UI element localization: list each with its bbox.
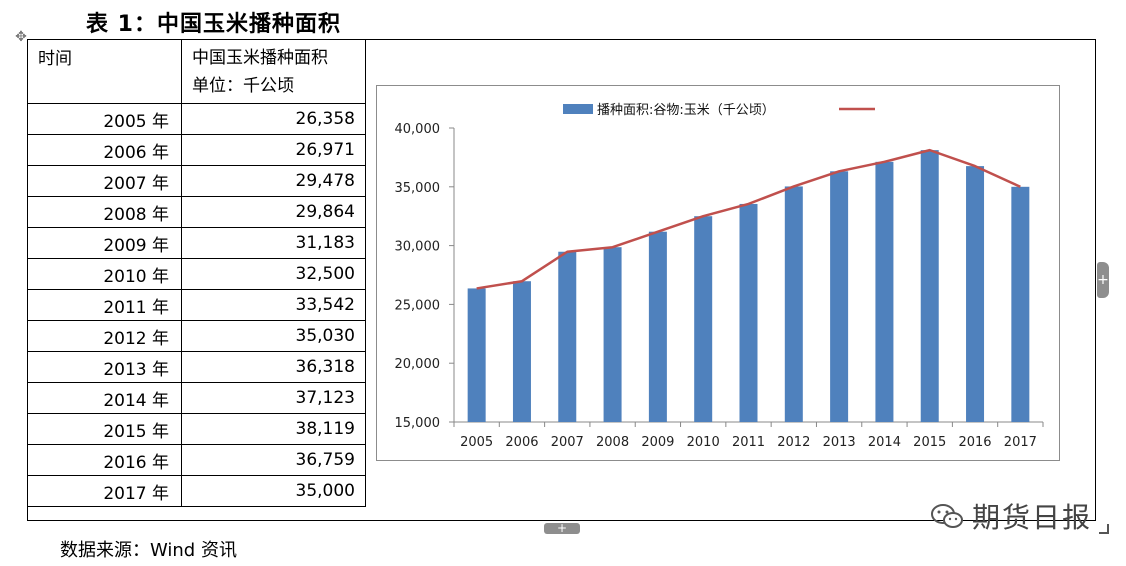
area-value-cell: 37,123	[181, 382, 366, 414]
table-row: 2011 年 33,542	[27, 289, 366, 321]
legend-label-bar: 播种面积:谷物:玉米（千公顷）	[597, 103, 775, 118]
x-tick-label: 2016	[958, 435, 991, 450]
x-tick-label: 2014	[868, 435, 901, 450]
table-extend-right-handle[interactable]: +	[1097, 262, 1109, 298]
header-area-unit: 单位：千公顷	[192, 76, 294, 96]
bar	[966, 166, 985, 422]
area-value-cell: 26,358	[181, 103, 366, 135]
watermark-text: 期货日报	[972, 501, 1093, 534]
year-cell: 2007 年	[27, 165, 182, 197]
x-tick-label: 2010	[687, 435, 720, 450]
y-tick-label: 15,000	[395, 416, 441, 431]
table-row: 2005 年 26,358	[27, 103, 366, 135]
table-row: 2017 年 35,000	[27, 475, 366, 507]
table-row: 2012 年 35,030	[27, 320, 366, 352]
area-value-cell: 31,183	[181, 227, 366, 259]
header-time: 时间	[27, 39, 182, 104]
year-cell: 2006 年	[27, 134, 182, 166]
bar	[694, 216, 713, 422]
x-tick-label: 2015	[913, 435, 946, 450]
bar	[920, 150, 939, 423]
table-move-handle[interactable]: ✥	[15, 29, 27, 45]
data-source-note: 数据来源：Wind 资讯	[60, 540, 237, 561]
bar	[830, 171, 849, 422]
bar	[603, 247, 622, 422]
area-table: 时间 中国玉米播种面积 单位：千公顷 2005 年 26,358 2006 年 26,…	[27, 39, 366, 507]
year-cell: 2010 年	[27, 258, 182, 290]
x-tick-label: 2007	[551, 435, 584, 450]
table-row: 2013 年 36,318	[27, 351, 366, 383]
year-cell: 2016 年	[27, 444, 182, 476]
x-tick-label: 2005	[460, 435, 493, 450]
x-tick-label: 2006	[505, 435, 538, 450]
wechat-icon	[931, 504, 963, 528]
bar-line-chart: 15,000 20,000 25,000 30,000 35,000 40,000 2005…	[395, 103, 1044, 450]
year-cell: 2015 年	[27, 413, 182, 445]
year-cell: 2017 年	[27, 475, 182, 507]
chart-container: 15,000 20,000 25,000 30,000 35,000 40,000 2005…	[376, 85, 1060, 461]
y-tick-label: 35,000	[395, 181, 441, 196]
area-value-cell: 32,500	[181, 258, 366, 290]
bar	[739, 203, 758, 422]
year-cell: 2009 年	[27, 227, 182, 259]
year-cell: 2005 年	[27, 103, 182, 135]
y-tick-label: 40,000	[395, 122, 441, 137]
bar	[512, 281, 531, 422]
x-tick-label: 2008	[596, 435, 629, 450]
table-row: 2007 年 29,478	[27, 165, 366, 197]
bar	[784, 186, 803, 422]
year-cell: 2014 年	[27, 382, 182, 414]
area-value-cell: 36,759	[181, 444, 366, 476]
x-tick-label: 2009	[641, 435, 674, 450]
bar	[467, 288, 486, 422]
x-tick-label: 2013	[823, 435, 856, 450]
y-tick-label: 20,000	[395, 357, 441, 372]
table-row: 2009 年 31,183	[27, 227, 366, 259]
y-tick-label: 25,000	[395, 298, 441, 313]
bar	[558, 251, 577, 422]
table-resize-handle[interactable]	[1099, 524, 1109, 534]
year-cell: 2012 年	[27, 320, 182, 352]
area-value-cell: 36,318	[181, 351, 366, 383]
table-body: 时间 中国玉米播种面积 单位：千公顷 2005 年 26,358 2006 年 26,…	[27, 39, 366, 507]
watermark: 期货日报	[930, 496, 1092, 536]
year-cell: 2008 年	[27, 196, 182, 228]
header-area-title: 中国玉米播种面积	[192, 48, 328, 68]
bar	[1011, 186, 1030, 422]
table-row: 2010 年 32,500	[27, 258, 366, 290]
table-row: 2008 年 29,864	[27, 196, 366, 228]
table-row: 2015 年 38,119	[27, 413, 366, 445]
x-tick-label: 2017	[1004, 435, 1037, 450]
legend-swatch-bar	[563, 104, 593, 114]
bar	[875, 161, 894, 422]
area-value-cell: 29,478	[181, 165, 366, 197]
year-cell: 2011 年	[27, 289, 182, 321]
table-extend-bottom-handle[interactable]: +	[544, 522, 580, 534]
area-value-cell: 33,542	[181, 289, 366, 321]
table-header-row: 时间 中国玉米播种面积 单位：千公顷	[27, 39, 366, 104]
header-area: 中国玉米播种面积 单位：千公顷	[181, 39, 366, 104]
area-value-cell: 29,864	[181, 196, 366, 228]
series-line	[476, 148, 1021, 290]
x-tick-label: 2011	[732, 435, 765, 450]
area-value-cell: 38,119	[181, 413, 366, 445]
table-row: 2006 年 26,971	[27, 134, 366, 166]
y-tick-label: 30,000	[395, 240, 441, 255]
x-tick-label: 2012	[777, 435, 810, 450]
area-value-cell: 26,971	[181, 134, 366, 166]
year-cell: 2013 年	[27, 351, 182, 383]
bar	[648, 231, 667, 422]
table-row: 2016 年 36,759	[27, 444, 366, 476]
area-value-cell: 35,030	[181, 320, 366, 352]
table-caption: 表 1：中国玉米播种面积	[86, 12, 341, 37]
table-row: 2014 年 37,123	[27, 382, 366, 414]
area-value-cell: 35,000	[181, 475, 366, 507]
